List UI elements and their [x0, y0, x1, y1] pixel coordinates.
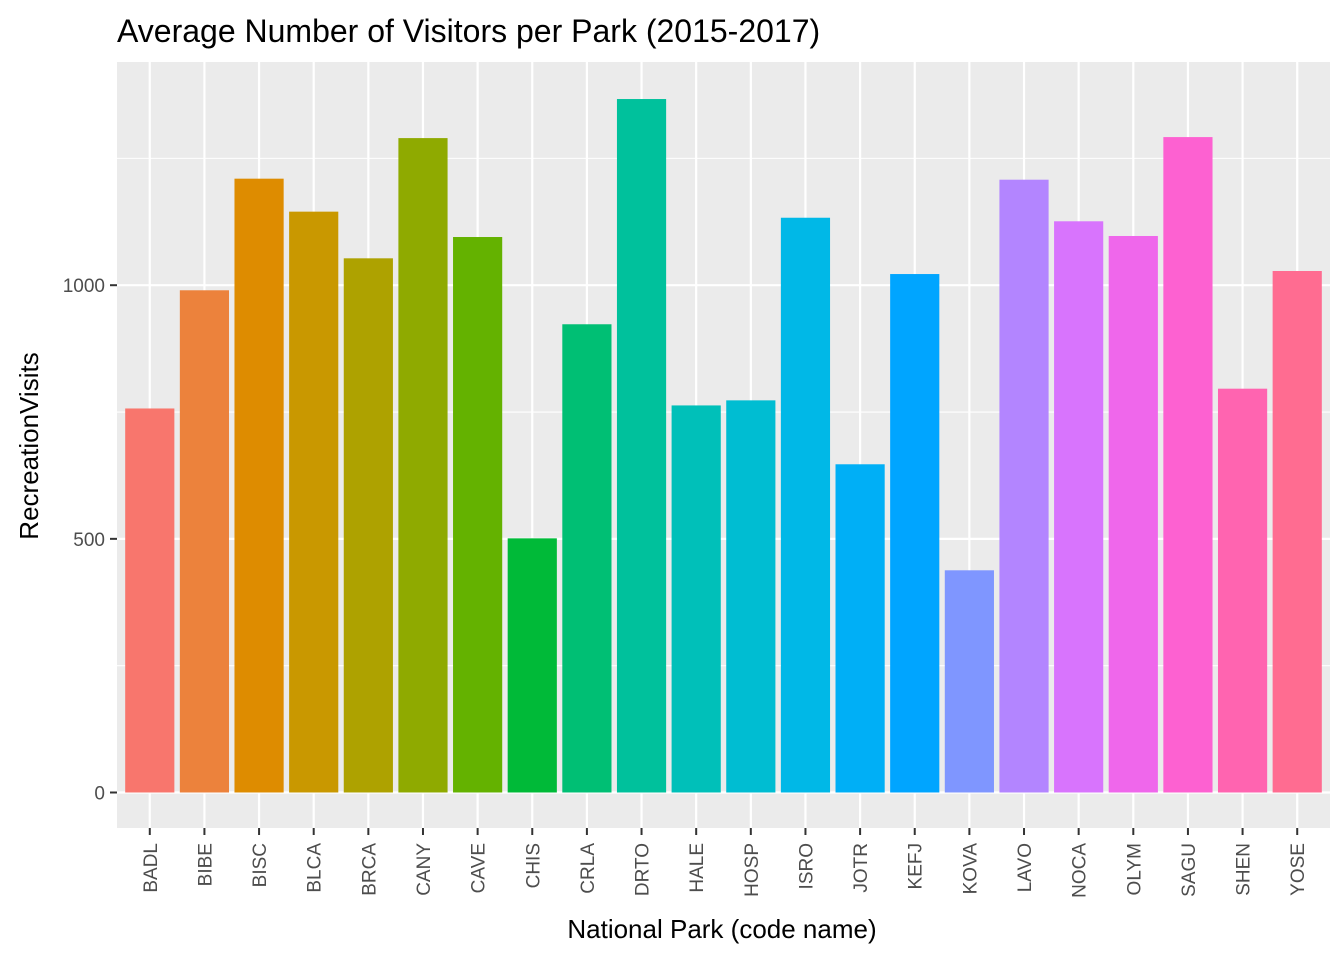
x-tick-label: HALE [687, 843, 708, 893]
bar-hale [671, 405, 721, 793]
bar-cany [398, 138, 448, 793]
bar-chis [507, 538, 557, 793]
bar-crla [562, 324, 612, 793]
x-tick-label: CAVE [469, 843, 490, 893]
bar-isro [780, 217, 831, 793]
y-tick-label: 1000 [63, 276, 105, 297]
y-tick-label: 0 [94, 783, 105, 804]
bar-bisc [234, 178, 284, 793]
bar-kova [944, 570, 994, 793]
bar-lavo [999, 179, 1049, 793]
x-tick-label: SAGU [1179, 843, 1200, 897]
bar-jotr [835, 464, 885, 793]
bar-noca [1054, 221, 1104, 793]
bar-yose [1272, 271, 1322, 793]
y-axis: 0 500 1000 [63, 276, 117, 804]
bars [125, 99, 1322, 793]
bar-blca [289, 211, 339, 793]
x-tick-label: BLCA [305, 843, 326, 893]
x-tick-label: BISC [250, 843, 271, 887]
x-tick-label: DRTO [633, 843, 654, 896]
x-tick-label: ISRO [796, 843, 817, 889]
x-tick-label: BIBE [195, 843, 216, 886]
bar-shen [1217, 388, 1268, 793]
chart-title: Average Number of Visitors per Park (201… [117, 13, 820, 49]
bar-olym [1108, 235, 1158, 793]
bar-hosp [726, 400, 776, 793]
x-tick-label: YOSE [1288, 843, 1309, 896]
x-tick-label: HOSP [742, 843, 763, 897]
x-tick-label: SHEN [1234, 843, 1255, 896]
x-tick-label: CANY [414, 843, 435, 896]
bar-brca [343, 258, 393, 793]
bar-kefj [890, 274, 940, 793]
x-tick-label: BADL [141, 843, 162, 893]
bar-bibe [179, 290, 230, 793]
bar-sagu [1163, 137, 1213, 793]
y-tick-label: 500 [73, 530, 105, 551]
x-tick-label: BRCA [359, 843, 380, 896]
x-axis-title: National Park (code name) [567, 914, 876, 944]
bar-badl [125, 408, 175, 793]
x-tick-label: KEFJ [906, 843, 927, 889]
x-tick-label: LAVO [1015, 843, 1036, 892]
x-tick-label: CHIS [523, 843, 544, 888]
bar-cave [453, 237, 503, 793]
x-axis: BADL BIBE BISC BLCA BRCA CANY CAVE CHIS CRLA DRTO… [141, 828, 1309, 898]
x-tick-label: JOTR [851, 843, 872, 893]
bar-drto [616, 99, 667, 793]
x-tick-label: KOVA [960, 843, 981, 895]
y-axis-title: RecreationVisits [14, 352, 44, 539]
x-tick-label: OLYM [1124, 843, 1145, 895]
x-tick-label: CRLA [578, 843, 599, 894]
x-tick-label: NOCA [1070, 843, 1091, 898]
